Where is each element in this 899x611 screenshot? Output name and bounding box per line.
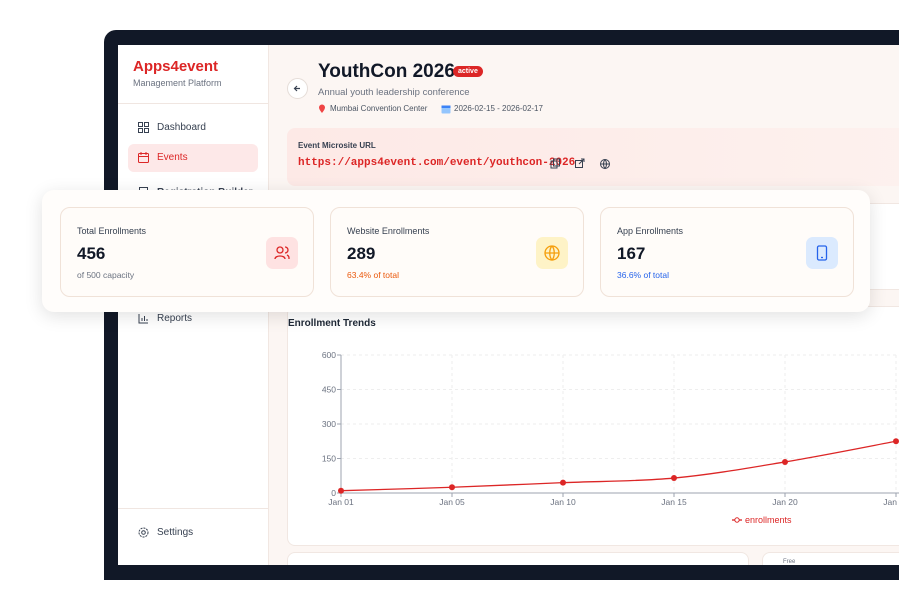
device-frame-bottom	[104, 565, 899, 580]
pin-icon	[319, 104, 325, 113]
settings-label: Settings	[157, 527, 194, 538]
nav-label: Events	[157, 152, 188, 163]
stat-value: 456	[77, 244, 106, 263]
data-point	[449, 484, 455, 491]
y-tick-label: 450	[322, 385, 336, 395]
events-icon	[138, 152, 149, 163]
stat-icon	[266, 237, 298, 269]
event-dates: 2026-02-15 - 2026-02-17	[454, 104, 543, 113]
microsite-url[interactable]: https://apps4event.com/event/youthcon-20…	[298, 157, 576, 169]
nav-label: Dashboard	[157, 122, 206, 133]
nav-label: Reports	[157, 313, 193, 324]
divider	[118, 508, 268, 509]
chart-title: Enrollment Trends	[288, 318, 376, 329]
x-tick-label: Jan 05	[439, 497, 465, 507]
event-subtitle: Annual youth leadership conference	[318, 87, 470, 98]
stat-card: Website Enrollments 289 63.4% of total	[330, 207, 584, 297]
settings-icon	[138, 527, 149, 538]
stat-note: 63.4% of total	[347, 270, 399, 280]
copy-icon[interactable]	[550, 158, 560, 169]
nav-item[interactable]: Dashboard	[128, 114, 258, 142]
data-point	[560, 479, 566, 486]
divider	[118, 103, 268, 104]
event-location: Mumbai Convention Center	[330, 104, 428, 113]
microsite-label: Event Microsite URL	[298, 141, 376, 150]
status-badge: active	[453, 66, 483, 77]
stat-value: 167	[617, 244, 646, 263]
data-point	[671, 475, 677, 482]
globe-icon[interactable]	[600, 159, 610, 170]
brand: Apps4event	[133, 58, 219, 75]
stat-label: Total Enrollments	[77, 226, 147, 236]
stat-value: 289	[347, 244, 376, 263]
url-actions	[550, 158, 610, 170]
stat-label: Website Enrollments	[347, 226, 430, 236]
settings-item[interactable]: Settings	[128, 519, 258, 547]
y-tick-label: 600	[322, 350, 336, 360]
x-tick-label: Jan 15	[661, 497, 687, 507]
stat-card: App Enrollments 167 36.6% of total	[600, 207, 854, 297]
back-icon	[293, 85, 300, 92]
y-tick-label: 150	[322, 454, 336, 464]
tagline: Management Platform	[133, 78, 222, 88]
reports-icon	[138, 314, 148, 324]
legend-marker	[734, 517, 740, 523]
back-button[interactable]	[287, 78, 308, 99]
legend-label: enrollments	[745, 515, 792, 525]
nav-item[interactable]: Reports	[128, 305, 258, 333]
data-point	[782, 458, 788, 465]
open-icon[interactable]	[575, 158, 585, 168]
stat-note: of 500 capacity	[77, 270, 135, 280]
x-tick-label: Jan 20	[772, 497, 798, 507]
footer-hint: Free	[783, 559, 796, 565]
y-tick-label: 0	[331, 488, 336, 498]
stat-card: Total Enrollments 456 of 500 capacity	[60, 207, 314, 297]
x-tick-label: Jan 01	[328, 497, 354, 507]
stat-icon	[806, 237, 838, 269]
nav-item[interactable]: Events	[128, 144, 258, 172]
event-title: YouthCon 2026	[318, 61, 455, 82]
y-tick-label: 300	[322, 419, 336, 429]
x-tick-label: Jan 25	[883, 497, 899, 507]
x-tick-label: Jan 10	[550, 497, 576, 507]
calendar-icon	[441, 105, 451, 114]
data-point	[893, 438, 899, 445]
stat-label: App Enrollments	[617, 226, 684, 236]
data-point	[338, 487, 344, 494]
stat-icon	[536, 237, 568, 269]
microsite-panel	[287, 128, 899, 186]
dashboard-icon	[138, 122, 149, 133]
series-line	[340, 440, 897, 492]
stat-note: 36.6% of total	[617, 270, 669, 280]
chart: 0 150 300 450 600 Jan 01 Jan 05 Jan 10 Jan 15 Jan…	[322, 350, 899, 525]
chart-panel	[287, 306, 899, 546]
